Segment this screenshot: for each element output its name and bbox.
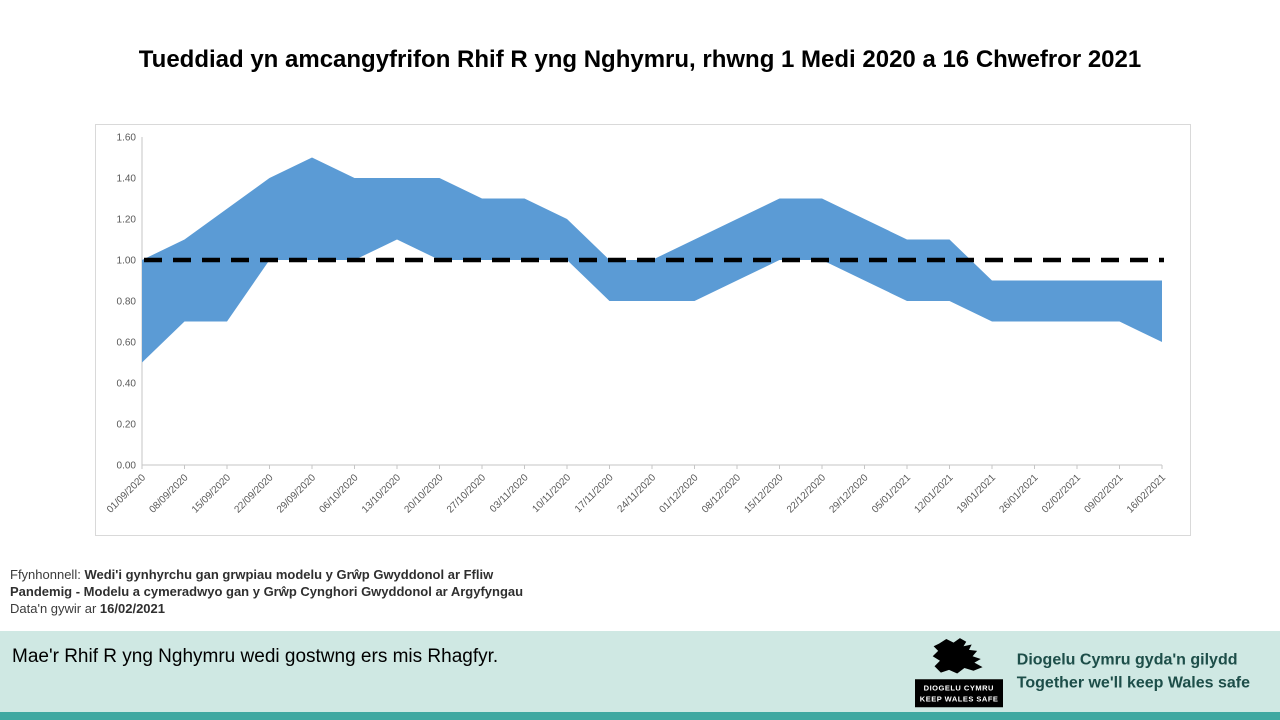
svg-text:1.40: 1.40 bbox=[117, 174, 137, 185]
svg-text:15/09/2020: 15/09/2020 bbox=[190, 472, 233, 515]
svg-text:10/11/2020: 10/11/2020 bbox=[530, 472, 573, 515]
svg-text:08/12/2020: 08/12/2020 bbox=[700, 472, 743, 515]
svg-text:12/01/2021: 12/01/2021 bbox=[912, 472, 955, 515]
svg-text:0.40: 0.40 bbox=[117, 379, 137, 390]
source-line-2: Pandemig - Modelu a cymeradwyo gan y Grŵ… bbox=[10, 584, 730, 601]
svg-text:29/12/2020: 29/12/2020 bbox=[827, 472, 870, 515]
svg-text:1.20: 1.20 bbox=[117, 215, 137, 226]
keep-wales-safe-brand: DIOGELU CYMRU KEEP WALES SAFE Diogelu Cy… bbox=[914, 636, 1250, 708]
svg-text:29/09/2020: 29/09/2020 bbox=[275, 472, 318, 515]
keep-wales-safe-logo: DIOGELU CYMRU KEEP WALES SAFE bbox=[914, 636, 1003, 708]
svg-text:1.60: 1.60 bbox=[117, 133, 137, 144]
svg-text:09/02/2021: 09/02/2021 bbox=[1082, 472, 1125, 515]
svg-text:19/01/2021: 19/01/2021 bbox=[955, 472, 998, 515]
svg-text:0.00: 0.00 bbox=[117, 461, 137, 472]
svg-text:0.80: 0.80 bbox=[117, 297, 137, 308]
svg-text:1.00: 1.00 bbox=[117, 256, 137, 267]
source-line-1: Ffynhonnell: Wedi'i gynhyrchu gan grwpia… bbox=[10, 567, 730, 584]
svg-text:03/11/2020: 03/11/2020 bbox=[488, 472, 531, 515]
logo-line-cy: DIOGELU CYMRU bbox=[923, 682, 994, 692]
source-note: Ffynhonnell: Wedi'i gynhyrchu gan grwpia… bbox=[10, 567, 730, 618]
logo-line-en: KEEP WALES SAFE bbox=[919, 694, 999, 703]
svg-text:17/11/2020: 17/11/2020 bbox=[573, 472, 616, 515]
svg-text:22/09/2020: 22/09/2020 bbox=[232, 472, 275, 515]
svg-text:02/02/2021: 02/02/2021 bbox=[1040, 472, 1083, 515]
data-correct-date: 16/02/2021 bbox=[99, 600, 165, 616]
logo-text-box: DIOGELU CYMRU KEEP WALES SAFE bbox=[914, 678, 1003, 708]
page-title: Tueddiad yn amcangyfrifon Rhif R yng Ngh… bbox=[138, 46, 1142, 73]
svg-text:22/12/2020: 22/12/2020 bbox=[785, 472, 828, 515]
svg-text:20/10/2020: 20/10/2020 bbox=[402, 472, 445, 515]
bottom-banner: Mae'r Rhif R yng Nghymru wedi gostwng er… bbox=[0, 631, 1280, 712]
svg-text:05/01/2021: 05/01/2021 bbox=[870, 472, 913, 515]
svg-text:01/09/2020: 01/09/2020 bbox=[105, 472, 148, 515]
svg-text:06/10/2020: 06/10/2020 bbox=[317, 472, 360, 515]
svg-text:0.60: 0.60 bbox=[117, 338, 137, 349]
svg-text:08/09/2020: 08/09/2020 bbox=[147, 472, 190, 515]
tagline-english: Together we'll keep Wales safe bbox=[1016, 674, 1250, 692]
svg-text:01/12/2020: 01/12/2020 bbox=[657, 472, 700, 515]
r-number-band-plot: 0.00 0.20 0.40 0.60 0.80 1.00 1.20 1.40 1.60 01/0… bbox=[96, 125, 1190, 535]
svg-text:27/10/2020: 27/10/2020 bbox=[445, 472, 488, 515]
svg-text:24/11/2020: 24/11/2020 bbox=[615, 472, 658, 515]
svg-text:15/12/2020: 15/12/2020 bbox=[742, 472, 785, 515]
svg-text:0.20: 0.20 bbox=[117, 420, 137, 431]
source-text-1: Wedi'i gynhyrchu gan grwpiau modelu y Gr… bbox=[84, 567, 494, 582]
svg-text:13/10/2020: 13/10/2020 bbox=[360, 472, 403, 515]
wales-map-icon bbox=[930, 636, 988, 681]
source-text-2: Pandemig - Modelu a cymeradwyo gan y Grŵ… bbox=[10, 583, 524, 599]
tagline-welsh: Diogelu Cymru gyda'n gilydd bbox=[1016, 650, 1238, 668]
brand-taglines: Diogelu Cymru gyda'n gilydd Together we'… bbox=[1017, 649, 1250, 694]
source-line-3: Data'n gywir ar 16/02/2021 bbox=[10, 601, 730, 618]
svg-text:16/02/2021: 16/02/2021 bbox=[1125, 472, 1168, 515]
source-label: Ffynhonnell: bbox=[10, 567, 81, 582]
svg-text:26/01/2021: 26/01/2021 bbox=[997, 472, 1040, 515]
banner-strip bbox=[0, 712, 1280, 720]
key-message: Mae'r Rhif R yng Nghymru wedi gostwng er… bbox=[12, 646, 499, 667]
r-number-chart: 0.00 0.20 0.40 0.60 0.80 1.00 1.20 1.40 1.60 01/0… bbox=[95, 124, 1191, 536]
data-correct-label: Data'n gywir ar bbox=[10, 600, 97, 616]
